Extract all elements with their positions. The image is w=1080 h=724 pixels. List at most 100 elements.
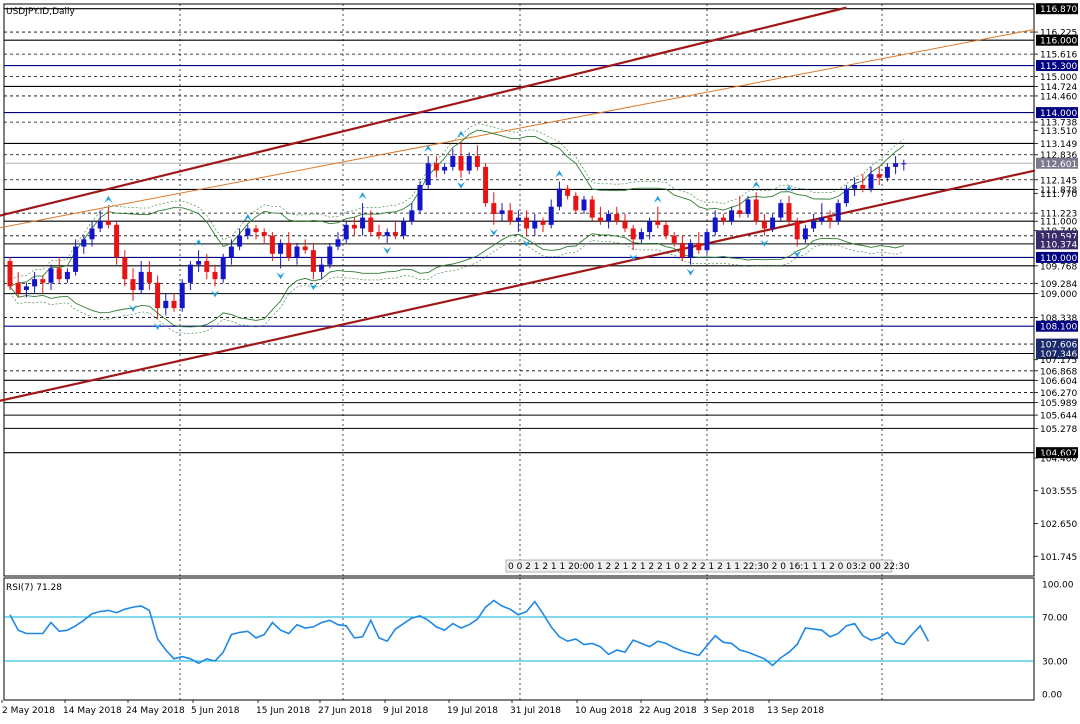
x-tick-label: 27 Jun 2018 [318,706,372,716]
y-tick-label: 112.836 [1040,151,1077,161]
candle-body [458,156,464,171]
candle-body [64,271,70,280]
candle-body [688,242,694,258]
price-tag-label: 114.000 [1040,109,1077,119]
candle-body [253,228,259,233]
candle-body [15,282,21,294]
candle-body [483,166,489,204]
candle-body [720,217,726,222]
chart-title: USDJPY.ID,Daily [6,7,76,17]
candle-body [565,188,571,196]
price-tag [1036,338,1078,350]
trend-channel-line [0,6,847,217]
candle-body [442,166,448,171]
fractal-down-arrow [211,290,219,298]
rsi-label: RSI(7) 71.28 [6,583,62,593]
candle-body [228,246,234,258]
price-tag [1036,238,1078,250]
y-tick-label: 112.145 [1040,176,1077,186]
candle-body [515,217,521,222]
candle-body [89,228,95,240]
candle-body [245,228,251,236]
price-tag-label: 116.870 [1040,5,1077,15]
fractal-down-arrow [153,322,162,330]
price-tag [1036,347,1078,359]
candle-body [310,250,316,272]
candle-body [286,242,292,258]
candle-body [745,199,751,214]
fractal-down-arrow [522,239,531,247]
candle-body [146,271,152,283]
candle-body [302,246,308,251]
candle-body [179,282,185,309]
candle-body [23,286,29,290]
rsi-pane-frame [3,577,1035,701]
candle-body [360,217,366,229]
y-tick-label: 114.724 [1040,83,1077,93]
price-tag-label: 115.300 [1040,62,1077,72]
session-strip: 0 0 2 1 2 1 1 20:00 1 2 2 1 2 1 2 2 1 0 … [505,559,910,573]
price-tag-label: 116.000 [1040,37,1077,47]
price-tag-label: 110.374 [1040,240,1077,250]
candle-body [319,264,325,272]
fractal-up-arrow [457,130,465,138]
fractal-down-arrow [629,254,638,262]
candle-body [876,174,882,178]
candle-body [187,264,193,283]
candle-body [196,261,202,265]
candle-body [753,199,759,222]
candle-body [794,221,800,240]
band-lower-line [9,233,904,328]
candle-body [450,156,456,167]
candle-body [852,185,858,189]
candle-body [130,279,136,290]
candle-body [294,246,300,258]
candle-body [204,261,210,272]
price-pane-frame [3,3,1035,577]
candle-body [56,268,62,280]
candle-body [663,224,669,236]
candle-body [507,210,513,222]
candle-body [761,221,767,229]
price-tag [1036,320,1078,332]
rsi-tick-label: 100.00 [1042,581,1074,591]
fractal-down-arrow [489,228,498,236]
x-tick-label: 15 Jun 2018 [256,706,310,716]
y-tick-label: 109.284 [1040,280,1077,290]
y-tick-label: 113.738 [1040,119,1077,129]
fractal-down-arrow [793,250,802,258]
price-tag-label: 110.597 [1040,232,1077,242]
fractal-down-arrow [383,246,392,254]
x-tick-label: 24 May 2018 [126,706,185,716]
fractal-down-arrow [276,272,285,280]
candle-body [704,232,710,251]
fractal-up-arrow [358,192,367,200]
y-tick-label: 103.555 [1040,487,1077,497]
candle-body [278,242,284,254]
candle-body [893,163,899,167]
candle-body [614,213,620,222]
x-tick-label: 2 May 2018 [2,706,55,716]
candle-body [901,163,907,165]
candle-body [269,235,275,254]
price-tag-label: 112.601 [1040,160,1077,170]
session-strip-text: 0 0 2 1 2 1 1 20:00 1 2 2 1 2 1 2 2 1 0 … [508,562,910,572]
candle-body [532,221,538,229]
candle-body [556,188,562,207]
price-tag [1036,447,1078,459]
price-tag-label: 110.000 [1040,254,1077,264]
candle-body [81,239,87,247]
price-tag [1036,157,1078,169]
candle-body [261,232,267,236]
x-tick-label: 10 Aug 2018 [575,706,633,716]
candle-body [499,210,505,214]
price-tag [1036,230,1078,242]
y-tick-label: 106.270 [1040,389,1077,399]
fractal-down-arrow [457,181,465,189]
fractal-down-arrow [309,283,318,291]
x-tick-label: 31 Jul 2018 [510,706,561,716]
candle-body [73,246,79,272]
x-tick-label: 13 Sep 2018 [767,706,824,716]
